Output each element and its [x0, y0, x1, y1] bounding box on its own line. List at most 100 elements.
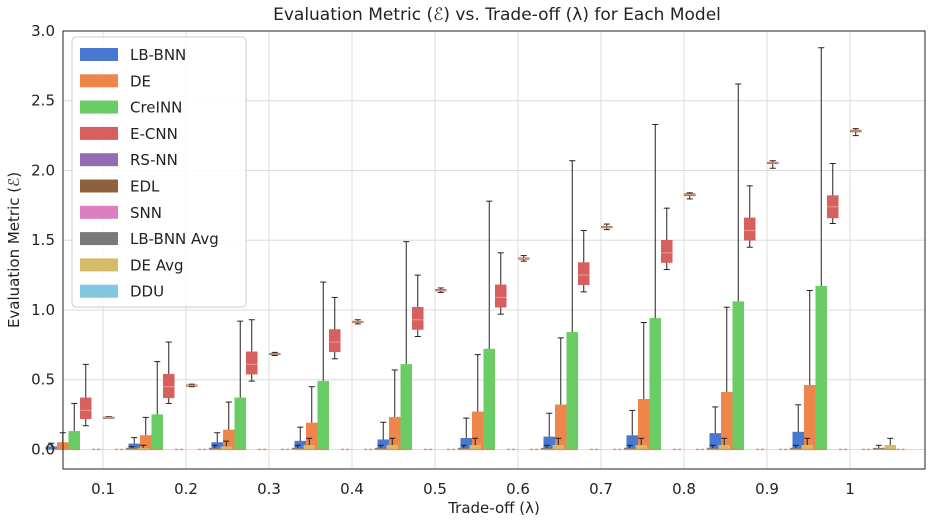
plot-frame [62, 30, 926, 470]
de-avg-box-body [386, 445, 399, 450]
x-tick-label: 0.7 [589, 480, 613, 498]
y-tick-label: 2.0 [31, 161, 55, 179]
legend-swatch-creinn [80, 100, 118, 114]
de-avg-box [801, 437, 814, 451]
legend-label-snn: SNN [130, 204, 162, 222]
de-box-body [803, 385, 816, 450]
legend-label-lb-bnn-avg: LB-BNN Avg [130, 230, 219, 248]
edl-box [351, 319, 364, 325]
e-cnn-box-body [328, 329, 341, 353]
e-cnn-box [660, 207, 673, 271]
edl-box [766, 160, 779, 169]
legend-swatch-ddu [80, 284, 118, 298]
edl-box [600, 223, 613, 231]
de-box-body [388, 417, 401, 450]
creinn-box-body [732, 301, 745, 450]
e-cnn-box [494, 252, 507, 315]
e-cnn-box [245, 319, 258, 382]
e-cnn-box [743, 185, 756, 248]
y-tick-label: 1.0 [31, 301, 55, 319]
edl-box [102, 416, 115, 419]
x-tick-label: 0.6 [506, 480, 530, 498]
legend-label-de: DE [130, 72, 151, 90]
x-axis-label: Trade-off (λ) [447, 499, 540, 517]
edl-box [517, 255, 530, 262]
creinn-box-body [400, 364, 413, 450]
x-tick-label: 0.4 [340, 480, 364, 498]
legend-swatch-e-cnn [80, 126, 118, 140]
e-cnn-box [826, 163, 839, 224]
x-tick-label: 0.8 [672, 480, 696, 498]
edl-box [185, 383, 198, 388]
de-avg-box [469, 437, 482, 451]
y-tick-label: 1.5 [31, 231, 55, 249]
de-avg-box [884, 437, 897, 451]
creinn-box-body [151, 414, 164, 450]
e-cnn-box [411, 274, 424, 337]
x-tick-label: 0.5 [423, 480, 447, 498]
x-tick-label: 0.9 [755, 480, 779, 498]
de-box-body [554, 404, 567, 450]
e-cnn-box-body [577, 262, 590, 286]
legend-swatch-edl [80, 179, 118, 193]
de-avg-box-body [303, 445, 316, 450]
e-cnn-box [79, 363, 92, 427]
creinn-box-body [566, 332, 579, 450]
de-avg-box [635, 437, 648, 451]
lb-bnn-avg-box [457, 444, 470, 451]
lb-bnn-avg-box [208, 444, 221, 451]
legend-label-ddu: DDU [130, 283, 164, 301]
e-cnn-box-body [743, 217, 756, 241]
y-tick-label: 2.5 [31, 92, 55, 110]
e-cnn-box-body [162, 373, 175, 399]
legend-swatch-de-avg [80, 258, 118, 272]
e-cnn-box-body [79, 397, 92, 420]
creinn-box-body [317, 380, 330, 450]
e-cnn-box [162, 341, 175, 404]
y-tick-label: 0.5 [31, 371, 55, 389]
creinn-box [68, 402, 81, 451]
de-avg-box [303, 437, 316, 451]
de-box-body [139, 435, 152, 450]
x-tick-labels: 0.1 0.2 0.3 0.4 0.5 0.6 0.7 0.8 0.9 1 [91, 480, 855, 498]
e-cnn-box-body [245, 351, 258, 375]
lb-bnn-avg-box [125, 446, 138, 451]
lb-bnn-avg-box [872, 444, 885, 451]
creinn-box-body [649, 318, 662, 450]
x-tick-label: 0.1 [91, 480, 115, 498]
y-tick-labels: 0.0 0.5 1.0 1.5 2.0 2.5 3.0 [31, 22, 55, 458]
x-tick-label: 1 [845, 480, 855, 498]
de-avg-box [386, 437, 399, 451]
e-cnn-box [328, 296, 341, 360]
legend-label-de-avg: DE Avg [130, 256, 184, 274]
de-avg-box [718, 437, 731, 451]
creinn-box-body [234, 397, 247, 450]
lb-bnn-box [45, 442, 58, 451]
legend-swatch-de [80, 74, 118, 88]
lb-bnn-avg-box [623, 444, 636, 451]
lb-bnn-avg-box [540, 444, 553, 451]
e-cnn-box [577, 229, 590, 293]
x-tick-label: 0.2 [174, 480, 198, 498]
legend-swatch-snn [80, 205, 118, 219]
edl-box [268, 351, 281, 356]
edl-box [683, 192, 696, 200]
e-cnn-box-body [411, 306, 424, 330]
de-avg-box-body [552, 445, 565, 450]
edl-box [434, 287, 447, 293]
creinn-box-body [815, 286, 828, 450]
legend-swatch-lb-bnn-avg [80, 232, 118, 246]
legend-swatch-lb-bnn [80, 48, 118, 61]
legend-label-rs-nn: RS-NN [130, 151, 178, 169]
creinn-box-body [68, 431, 81, 450]
e-cnn-box-body [494, 284, 507, 308]
de-box-body [471, 411, 484, 450]
x-tick-label: 0.3 [257, 480, 281, 498]
edl-box [849, 128, 862, 137]
lb-bnn-avg-box [706, 444, 719, 451]
legend: LB-BNN DE CreINN E-CNN RS-NN EDL SNN LB-BNN Avg… [71, 36, 247, 308]
legend-label-creinn: CreINN [130, 99, 182, 117]
de-avg-box [137, 444, 150, 451]
de-avg-box-body [635, 445, 648, 450]
